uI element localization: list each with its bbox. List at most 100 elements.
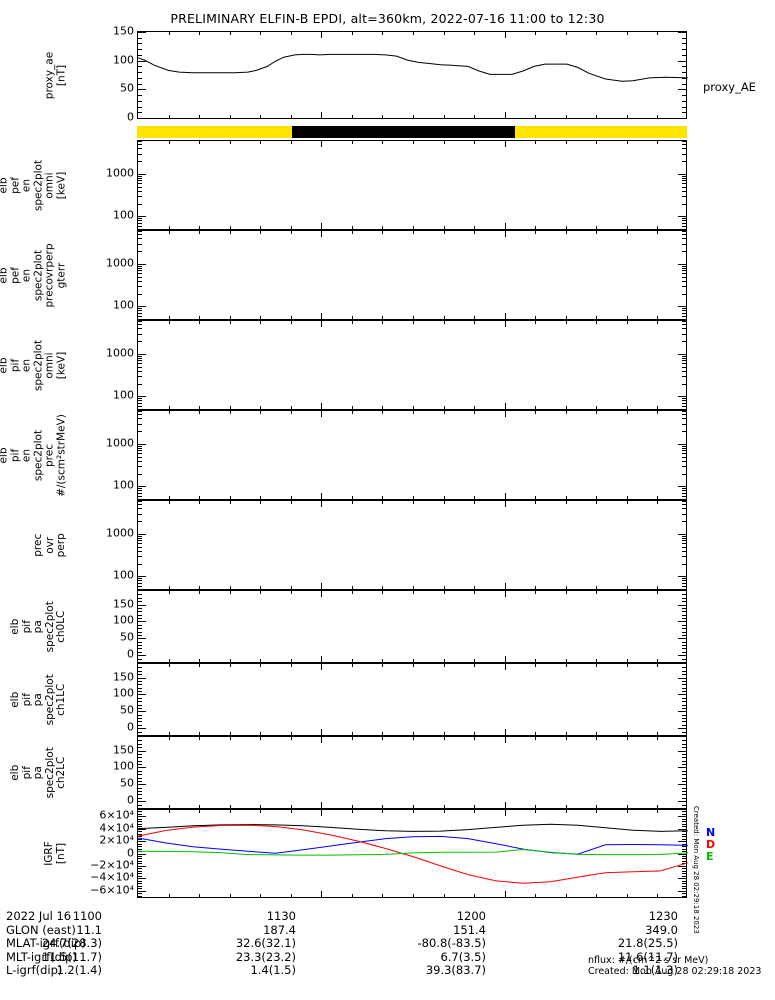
yaxis-title-line: [keV] — [54, 171, 67, 199]
axis-tick — [260, 894, 261, 897]
yaxis-title-line: elb — [8, 691, 21, 708]
axis-tick — [682, 286, 686, 287]
axis-tick — [382, 411, 383, 414]
axis-tick — [682, 754, 686, 755]
axis-tick — [138, 367, 142, 368]
status-segment-yellow-right — [514, 126, 687, 138]
series-igrf-total — [137, 823, 689, 832]
axis-tick — [138, 831, 142, 832]
axis-tick — [138, 878, 146, 879]
axis-tick — [138, 61, 146, 62]
axis-tick — [138, 576, 146, 577]
axis-tick — [657, 496, 658, 499]
axis-tick — [566, 406, 567, 409]
axis-tick — [291, 664, 292, 667]
ephemeris-row-label: L-igrf(dip) — [6, 963, 63, 978]
axis-tick — [199, 664, 200, 667]
axis-tick — [505, 403, 506, 409]
axis-tick — [138, 798, 142, 799]
axis-tick — [413, 32, 414, 35]
axis-tick — [682, 490, 686, 491]
axis-tick — [678, 866, 686, 867]
axis-tick — [169, 591, 170, 594]
axis-tick — [169, 664, 170, 667]
axis-tick — [138, 618, 142, 619]
axis-tick — [596, 737, 597, 740]
yaxis-title-line: spec2plot — [31, 159, 44, 211]
axis-tick — [352, 231, 353, 234]
axis-tick — [260, 805, 261, 808]
axis-tick — [138, 688, 142, 689]
axis-tick — [596, 226, 597, 229]
axis-tick — [382, 226, 383, 229]
axis-tick — [291, 321, 292, 324]
axis-tick — [596, 141, 597, 144]
axis-tick — [682, 178, 686, 179]
axis-tick — [566, 591, 567, 594]
axis-tick — [169, 231, 170, 234]
axis-tick — [682, 466, 686, 467]
axis-tick — [678, 711, 686, 712]
ephemeris-cell: 1100 — [72, 909, 102, 923]
axis-tick — [682, 551, 686, 552]
axis-tick — [291, 406, 292, 409]
axis-tick — [199, 115, 200, 118]
axis-tick — [138, 341, 142, 342]
axis-tick — [138, 144, 142, 145]
axis-tick — [657, 805, 658, 808]
axis-tick — [505, 321, 506, 327]
ytick-label: 50 — [120, 776, 134, 790]
axis-tick — [138, 536, 142, 537]
axis-tick — [352, 805, 353, 808]
axis-tick — [444, 496, 445, 499]
ytick-label: 1000 — [106, 526, 134, 540]
axis-tick — [682, 849, 686, 850]
yaxis-elb_pif_en_spec2plot_prec: 1000 100 — [74, 410, 134, 500]
axis-tick — [627, 321, 628, 324]
axis-tick — [138, 740, 142, 741]
axis-tick — [260, 664, 261, 667]
ytick-label: 0 — [127, 793, 134, 807]
axis-tick — [138, 187, 142, 188]
axis-tick — [138, 204, 142, 205]
axis-tick — [260, 732, 261, 735]
axis-tick — [138, 794, 142, 795]
ytick-label: 100 — [113, 759, 134, 773]
axis-tick — [138, 645, 142, 646]
axis-tick — [682, 608, 686, 609]
yaxis-title-line: ch0LC — [54, 610, 67, 643]
axis-tick — [138, 836, 142, 837]
axis-tick — [230, 141, 231, 144]
axis-tick — [596, 231, 597, 234]
axis-tick — [535, 141, 536, 144]
axis-tick — [138, 846, 142, 847]
axis-tick — [682, 38, 686, 39]
axis-tick — [260, 659, 261, 662]
axis-tick — [627, 737, 628, 740]
axis-tick — [413, 894, 414, 897]
axis-tick — [505, 141, 506, 147]
axis-tick — [596, 586, 597, 589]
axis-tick — [682, 450, 686, 451]
axis-tick — [682, 95, 686, 96]
axis-tick — [291, 591, 292, 594]
axis-tick — [321, 591, 322, 597]
axis-tick — [682, 363, 686, 364]
axis-tick — [678, 801, 686, 802]
yaxis-title-line: [keV] — [54, 351, 67, 379]
axis-tick — [682, 141, 686, 142]
axis-tick — [627, 496, 628, 499]
axis-tick — [682, 674, 686, 675]
ytick-label: 4×10⁴ — [99, 821, 134, 835]
ytick-label: 2×10⁴ — [99, 833, 134, 847]
axis-tick — [682, 84, 686, 85]
axis-tick — [682, 176, 686, 177]
axis-tick — [444, 231, 445, 234]
axis-tick — [413, 586, 414, 589]
axis-tick — [682, 78, 686, 79]
axis-tick — [678, 678, 686, 679]
axis-tick — [505, 591, 506, 597]
axis-tick — [474, 732, 475, 735]
axis-tick — [138, 244, 142, 245]
yaxis-title-elb_pef_en_spec2plot_precovrperp_gterr: elb pef en spec2plot precovrperp gterr — [0, 230, 67, 320]
